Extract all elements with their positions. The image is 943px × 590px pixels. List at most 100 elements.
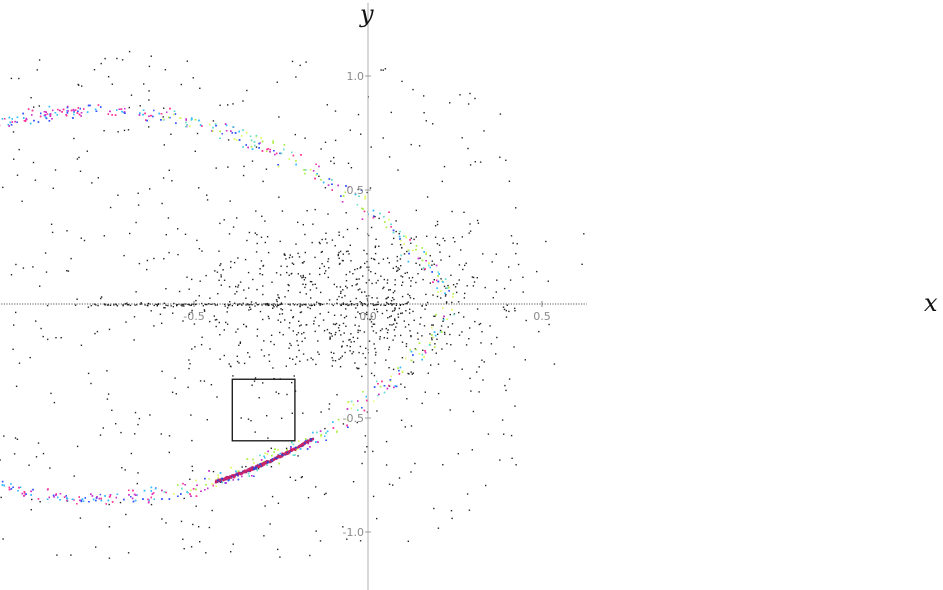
scatter-point xyxy=(432,324,434,326)
scatter-point xyxy=(150,310,152,312)
scatter-point xyxy=(338,329,341,332)
dense-segment-point xyxy=(254,466,257,469)
scatter-point xyxy=(338,251,340,254)
scatter-point xyxy=(382,258,385,260)
band-point xyxy=(44,116,47,118)
scatter-point xyxy=(321,263,323,265)
band-point xyxy=(448,290,450,292)
band-point xyxy=(70,109,73,112)
scatter-point xyxy=(242,302,244,304)
band-point xyxy=(209,123,211,126)
scatter-point xyxy=(373,323,376,325)
scatter-point xyxy=(172,306,174,308)
scatter-point xyxy=(327,258,330,260)
scatter-point xyxy=(391,310,394,312)
band-point xyxy=(253,462,255,464)
scatter-point xyxy=(303,303,305,306)
scatter-point xyxy=(183,548,185,550)
scatter-point xyxy=(508,180,511,182)
band-point xyxy=(214,123,217,125)
scatter-point xyxy=(117,194,119,196)
scatter-point xyxy=(372,304,375,307)
scatter-point xyxy=(233,261,236,264)
band-point xyxy=(45,111,47,113)
band-point xyxy=(451,309,453,311)
scatter-point xyxy=(248,231,251,234)
band-point xyxy=(78,113,81,116)
scatter-point xyxy=(340,292,342,294)
scatter-point xyxy=(37,442,40,444)
scatter-point xyxy=(401,341,404,343)
scatter-point xyxy=(401,247,403,249)
scatter-point xyxy=(391,297,394,299)
scatter-point xyxy=(254,431,256,433)
scatter-point xyxy=(376,304,378,306)
band-point xyxy=(86,111,89,113)
scatter-point xyxy=(394,290,396,292)
scatter-point xyxy=(249,306,251,308)
band-point xyxy=(173,493,175,495)
dense-segment-point xyxy=(298,445,301,448)
band-point xyxy=(340,195,342,197)
scatter-point xyxy=(503,287,506,290)
band-point xyxy=(429,266,431,269)
band-point xyxy=(23,492,26,494)
scatter-point xyxy=(319,267,321,269)
scatter-point xyxy=(188,304,190,306)
band-point xyxy=(452,293,455,295)
band-point xyxy=(124,108,126,110)
scatter-point xyxy=(324,238,327,240)
scatter-point xyxy=(392,368,395,371)
scatter-point xyxy=(410,242,412,244)
scatter-point xyxy=(191,348,193,350)
band-point xyxy=(272,140,274,142)
scatter-point xyxy=(257,468,260,470)
scatter-point xyxy=(456,291,458,294)
band-point xyxy=(399,239,402,242)
band-point xyxy=(91,495,94,497)
scatter-point xyxy=(429,333,431,335)
band-point xyxy=(79,499,81,502)
scatter-point xyxy=(321,303,324,306)
scatter-point xyxy=(471,449,473,451)
band-point xyxy=(383,385,386,387)
scatter-point xyxy=(442,237,444,240)
scatter-point xyxy=(467,103,470,105)
band-point xyxy=(8,116,11,119)
scatter-point xyxy=(247,352,249,354)
scatter-point xyxy=(194,150,196,152)
scatter-point xyxy=(386,337,389,339)
band-point xyxy=(66,497,68,499)
scatter-point xyxy=(434,236,437,238)
scatter-point xyxy=(372,450,374,453)
scatter-point xyxy=(325,232,327,234)
band-point xyxy=(250,139,253,141)
scatter-point xyxy=(387,329,389,331)
band-point xyxy=(111,114,113,116)
scatter-point xyxy=(36,69,38,71)
band-point xyxy=(219,472,222,474)
band-point xyxy=(19,486,22,488)
scatter-point xyxy=(140,303,142,305)
scatter-point xyxy=(248,356,251,358)
band-point xyxy=(100,106,102,108)
band-point xyxy=(211,130,214,132)
dense-segment-point xyxy=(273,458,276,461)
scatter-point xyxy=(301,304,304,306)
x-axis-label: x xyxy=(924,289,938,317)
scatter-point xyxy=(357,188,359,191)
band-point xyxy=(266,464,268,466)
scatter-point xyxy=(266,415,268,417)
band-point xyxy=(274,153,276,156)
scatter-point xyxy=(297,455,299,457)
band-point xyxy=(425,251,427,254)
band-point xyxy=(266,453,269,455)
scatter-point xyxy=(13,158,15,160)
band-point xyxy=(80,499,83,502)
scatter-point xyxy=(342,302,345,304)
scatter-point xyxy=(408,323,410,326)
scatter-point xyxy=(94,332,96,335)
scatter-point xyxy=(347,250,349,252)
dense-segment-point xyxy=(259,463,262,465)
scatter-point xyxy=(515,252,517,255)
